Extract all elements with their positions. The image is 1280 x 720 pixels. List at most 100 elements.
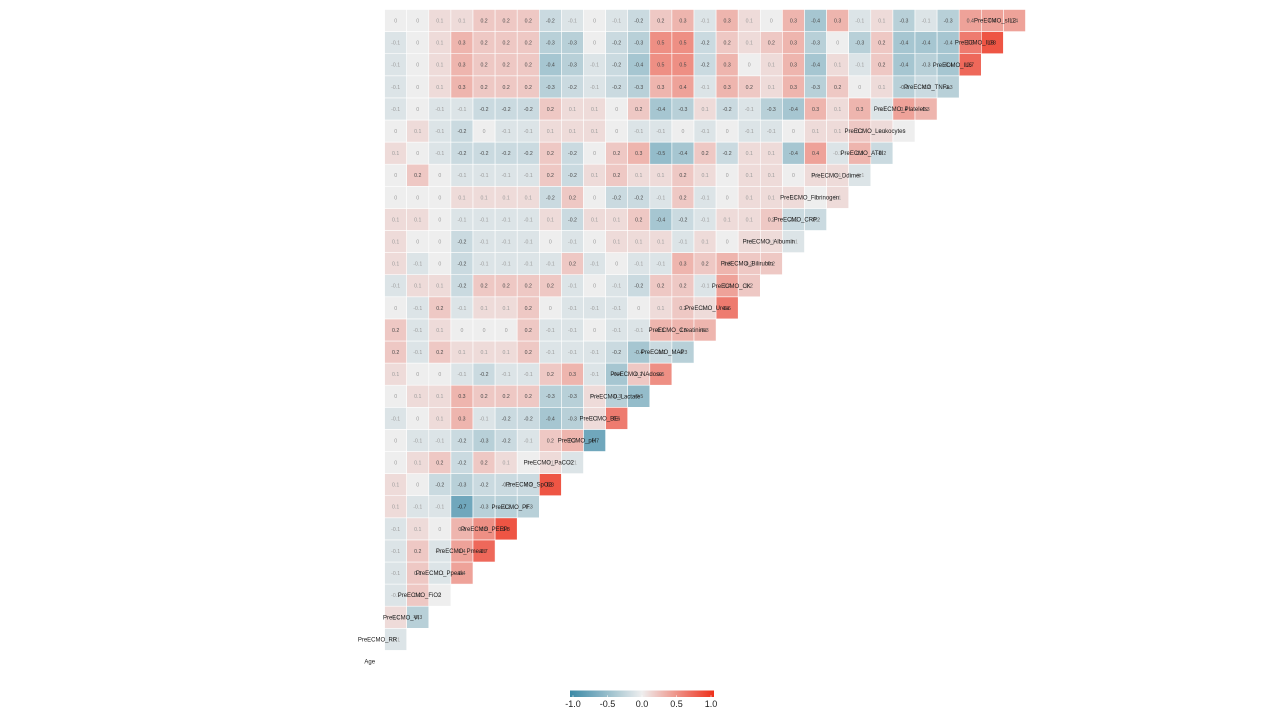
- cell-value-label: -0.4: [944, 41, 953, 47]
- cell-value-label: -0.1: [457, 306, 466, 312]
- cell-value-label: -0.1: [413, 350, 422, 356]
- cell-value-label: 0.1: [768, 85, 775, 91]
- cell-value-label: 0.3: [856, 107, 863, 113]
- cell-value-label: -0.1: [524, 217, 533, 223]
- cell-value-label: -0.3: [678, 107, 687, 113]
- cell-value-label: -0.1: [391, 527, 400, 533]
- row-label: PreECMO_sIL2: [974, 19, 1017, 25]
- cell-value-label: -0.1: [701, 85, 710, 91]
- cell-value-label: -0.1: [568, 284, 577, 290]
- cell-value-label: 0: [416, 195, 419, 201]
- cell-value-label: 0.1: [746, 239, 753, 245]
- cell-value-label: -0.1: [524, 438, 533, 444]
- row-label: PreECMO_SpO2: [506, 483, 553, 489]
- cell-value-label: -0.2: [612, 41, 621, 47]
- cell-value-label: 0.1: [414, 284, 421, 290]
- cell-value-label: 0: [394, 129, 397, 135]
- cell-value-label: -0.3: [944, 18, 953, 24]
- cell-value-label: -0.3: [568, 63, 577, 69]
- cell-value-label: 0.6: [613, 416, 620, 422]
- cell-value-label: -0.2: [502, 438, 511, 444]
- cell-value-label: 0.3: [834, 18, 841, 24]
- cell-value-label: 0.1: [436, 394, 443, 400]
- cell-value-label: 0: [505, 328, 508, 334]
- cell-value-label: -0.2: [480, 372, 489, 378]
- cell-value-label: 0.7: [480, 549, 487, 555]
- cell-value-label: 0.3: [635, 151, 642, 157]
- cell-value-label: 0: [416, 416, 419, 422]
- cell-value-label: -0.2: [502, 416, 511, 422]
- cell-value-label: -0.4: [811, 18, 820, 24]
- cell-value-label: -0.1: [656, 195, 665, 201]
- cell-value-label: 0.2: [657, 284, 664, 290]
- cell-value-label: 0.3: [922, 107, 929, 113]
- cell-value-label: 0.1: [701, 173, 708, 179]
- cell-value-label: -0.2: [568, 217, 577, 223]
- cell-value-label: -0.2: [480, 151, 489, 157]
- cell-value-label: -0.2: [568, 85, 577, 91]
- cell-value-label: 0.3: [657, 328, 664, 334]
- cell-value-label: -0.1: [502, 262, 511, 268]
- cell-value-label: 0.1: [414, 527, 421, 533]
- cell-value-label: 0.3: [724, 262, 731, 268]
- cell-value-label: 0.1: [613, 217, 620, 223]
- cell-value-label: 0.2: [525, 18, 532, 24]
- cell-value-label: -0.2: [457, 151, 466, 157]
- cell-value-label: -0.7: [457, 505, 466, 511]
- cell-value-label: -0.1: [524, 129, 533, 135]
- cell-value-label: 0.1: [392, 615, 399, 621]
- cell-value-label: -0.4: [944, 63, 953, 69]
- cell-value-label: -0.2: [502, 107, 511, 113]
- cell-value-label: 0.2: [525, 306, 532, 312]
- cell-value-label: 0.1: [635, 239, 642, 245]
- cell-value-label: 0.1: [458, 350, 465, 356]
- cell-value-label: -0.1: [855, 18, 864, 24]
- cell-value-label: 0.2: [679, 306, 686, 312]
- cell-value-label: 0.4: [967, 18, 974, 24]
- cell-value-label: -0.3: [678, 350, 687, 356]
- cell-value-label: 0.2: [525, 394, 532, 400]
- cell-value-label: 0.1: [834, 173, 841, 179]
- cell-value-label: -0.1: [413, 438, 422, 444]
- row-label: PreECMO_NAdose: [610, 372, 663, 378]
- cell-value-label: 0.8: [547, 483, 554, 489]
- cell-value-label: 0: [726, 129, 729, 135]
- cell-value-label: 0.1: [503, 306, 510, 312]
- cell-value-label: -0.2: [634, 195, 643, 201]
- cell-value-label: 0: [394, 195, 397, 201]
- cell-value-label: -0.1: [612, 306, 621, 312]
- cell-value-label: 0: [858, 85, 861, 91]
- cell-value-label: 0: [438, 527, 441, 533]
- cell-value-label: -0.1: [568, 350, 577, 356]
- row-label: PreECMO_FiO2: [398, 593, 442, 599]
- cell-value-label: -0.2: [457, 129, 466, 135]
- cell-value-label: -0.2: [524, 483, 533, 489]
- cell-value-label: 0.8: [503, 527, 510, 533]
- cell-value-label: -0.2: [524, 416, 533, 422]
- cell-value-label: -0.1: [435, 549, 444, 555]
- cell-value-label: -0.2: [502, 483, 511, 489]
- cell-value-label: -0.1: [745, 107, 754, 113]
- cell-value-label: -0.2: [480, 107, 489, 113]
- cell-value-label: 0.1: [436, 416, 443, 422]
- cell-value-label: 0: [394, 438, 397, 444]
- cell-value-label: 0: [416, 18, 419, 24]
- cell-value-label: 0.1: [591, 416, 598, 422]
- cell-value-label: -0.1: [413, 328, 422, 334]
- cell-value-label: 0.2: [392, 328, 399, 334]
- cell-value-label: 0.5: [679, 41, 686, 47]
- cell-value-label: -0.1: [435, 151, 444, 157]
- cell-value-label: 0.3: [458, 416, 465, 422]
- cell-value-label: 0: [814, 195, 817, 201]
- cell-value-label: -0.3: [855, 41, 864, 47]
- cell-value-label: -0.1: [435, 107, 444, 113]
- cell-value-label: -0.4: [678, 151, 687, 157]
- row-label: PreECMO_ATIII: [840, 151, 883, 157]
- cell-value-label: -0.1: [502, 217, 511, 223]
- cell-value-label: 0: [682, 129, 685, 135]
- cell-value-label: 0.1: [768, 63, 775, 69]
- cell-value-label: 0: [615, 129, 618, 135]
- cell-value-label: -0.2: [546, 195, 555, 201]
- cell-value-label: 0.2: [525, 41, 532, 47]
